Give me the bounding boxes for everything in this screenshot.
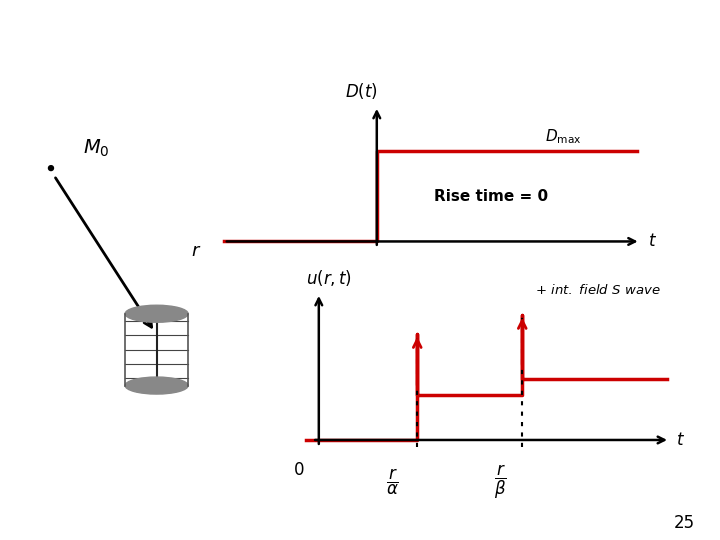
Text: $\dfrac{r}{\beta}$: $\dfrac{r}{\beta}$ [494, 463, 507, 501]
Text: $+\ \mathit{int.\ field\ S\ wave}$: $+\ \mathit{int.\ field\ S\ wave}$ [535, 283, 660, 297]
Ellipse shape [125, 305, 188, 322]
Text: $M_0$: $M_0$ [83, 138, 109, 159]
Text: $\dfrac{r}{\alpha}$: $\dfrac{r}{\alpha}$ [386, 467, 399, 497]
Text: $D_{\mathrm{max}}$: $D_{\mathrm{max}}$ [545, 127, 582, 146]
Text: $t$: $t$ [677, 431, 685, 449]
Text: $\bullet$: $\bullet$ [43, 157, 55, 178]
Text: 25: 25 [674, 514, 695, 532]
Ellipse shape [125, 377, 188, 394]
Text: $t$: $t$ [648, 232, 657, 251]
Text: KINEMATICS POINT SOURCE: KINEMATICS POINT SOURCE [9, 9, 181, 19]
Text: $u(r,t)$: $u(r,t)$ [306, 268, 351, 288]
Text: $0$: $0$ [293, 461, 305, 479]
Text: $r$: $r$ [191, 242, 201, 260]
Text: Rise time = 0: Rise time = 0 [434, 189, 549, 204]
Text: Solution for a Heaviside source time function: Solution for a Heaviside source time fun… [9, 35, 592, 58]
Text: $D(t)$: $D(t)$ [345, 81, 378, 101]
